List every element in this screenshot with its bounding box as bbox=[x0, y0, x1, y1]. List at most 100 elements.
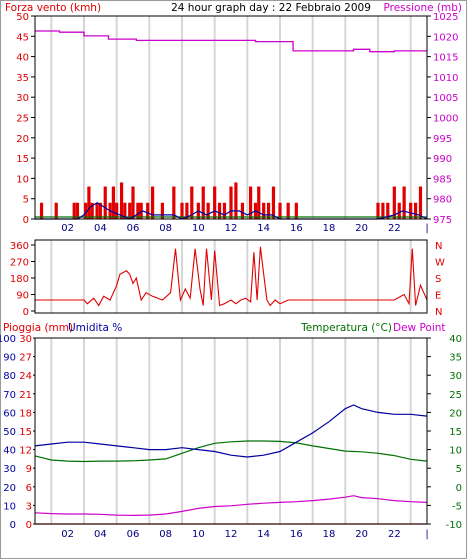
wind-gust-bar bbox=[262, 202, 266, 219]
wind-gust-bar bbox=[213, 186, 217, 219]
wind-gust-bar bbox=[418, 186, 423, 219]
temperature-tick-label: 15 bbox=[449, 427, 462, 438]
rain-tick-label: 6 bbox=[26, 483, 32, 494]
wind-gust-bar bbox=[180, 202, 184, 219]
humidity-tick-label: 50 bbox=[3, 427, 16, 438]
wind-gust-bar bbox=[131, 186, 135, 219]
temperature-tick-label: 30 bbox=[449, 371, 462, 382]
wind-gust-bar bbox=[217, 202, 222, 219]
rain-tick-label: 27 bbox=[19, 353, 32, 364]
wind-gust-bar bbox=[151, 186, 155, 219]
pressure-tick-label: 985 bbox=[433, 174, 452, 185]
x-tick-label: 14 bbox=[257, 223, 270, 234]
wind-gust-bar bbox=[95, 202, 99, 219]
humidity-tick-label: 40 bbox=[3, 446, 16, 457]
humidity-tick-label: 20 bbox=[3, 483, 16, 494]
wind-gust-bar bbox=[172, 186, 176, 219]
x-tick-label: 02 bbox=[61, 223, 74, 234]
temperature-tick-label: -5 bbox=[452, 501, 462, 512]
temperature-tick-label: 40 bbox=[449, 334, 462, 345]
wind-gust-bar bbox=[222, 202, 227, 219]
x-tick-label: 18 bbox=[323, 223, 336, 234]
x-tick-label: 10 bbox=[192, 529, 205, 540]
humidity-tick-label: 100 bbox=[0, 334, 16, 345]
compass-label: E bbox=[435, 291, 441, 302]
temperature-tick-label: -10 bbox=[446, 520, 462, 531]
temperature-tick-label: 20 bbox=[449, 408, 462, 419]
pressure-tick-label: 1020 bbox=[433, 32, 458, 43]
compass-label: W bbox=[435, 258, 445, 269]
wind-axis-title: Forza vento (kmh) bbox=[5, 2, 101, 14]
wind-gust-bar bbox=[111, 186, 115, 219]
pressure-tick-label: 1010 bbox=[433, 73, 458, 84]
compass-label: N bbox=[435, 307, 442, 318]
pressure-tick-label: 990 bbox=[433, 154, 452, 165]
rain-tick-label: 3 bbox=[26, 501, 32, 512]
wind-gust-bar bbox=[278, 202, 282, 219]
x-tick-label: 04 bbox=[94, 529, 107, 540]
wind-gust-bar bbox=[257, 186, 261, 219]
rain-tick-label: 30 bbox=[19, 334, 32, 345]
pressure-tick-label: 1000 bbox=[433, 114, 458, 125]
wind-gust-bar bbox=[146, 202, 150, 219]
pressure-tick-label: 1005 bbox=[433, 93, 458, 104]
temperature-tick-label: 25 bbox=[449, 390, 462, 401]
wind-gust-bar bbox=[160, 202, 164, 219]
wind-gust-bar bbox=[87, 186, 91, 219]
humidity-tick-label: 30 bbox=[3, 464, 16, 475]
wind-gust-bar bbox=[294, 202, 298, 219]
wind-tick-label: 40 bbox=[16, 53, 29, 64]
rain-tick-label: 9 bbox=[26, 464, 32, 475]
pressure-tick-label: 975 bbox=[433, 215, 452, 226]
x-tick-label: 14 bbox=[257, 529, 270, 540]
pressure-tick-label: 980 bbox=[433, 195, 452, 206]
temperature-tick-label: 0 bbox=[456, 483, 462, 494]
x-tick-label: 04 bbox=[94, 223, 107, 234]
wind-tick-label: 25 bbox=[16, 114, 29, 125]
pressure-tick-label: 995 bbox=[433, 134, 452, 145]
x-tick-label: 22 bbox=[388, 529, 401, 540]
wind-gust-bar bbox=[72, 202, 76, 219]
wind-gust-bar bbox=[409, 202, 413, 219]
humidity-tick-label: 0 bbox=[10, 520, 16, 531]
wind-tick-label: 15 bbox=[16, 154, 29, 165]
wind-gust-bar bbox=[206, 202, 210, 219]
direction-tick-label: 270 bbox=[10, 258, 29, 269]
direction-tick-label: 90 bbox=[16, 291, 29, 302]
wind-gust-bar bbox=[240, 202, 245, 219]
wind-tick-label: 0 bbox=[23, 215, 29, 226]
wind-gust-bar bbox=[136, 202, 140, 219]
wind-tick-label: 45 bbox=[16, 32, 29, 43]
wind-gust-bar bbox=[119, 182, 124, 219]
wind-gust-bar bbox=[54, 202, 58, 219]
x-tick-label: 08 bbox=[159, 223, 172, 234]
x-tick-label: 02 bbox=[61, 529, 74, 540]
temperature-tick-label: 10 bbox=[449, 446, 462, 457]
temperature-tick-label: 5 bbox=[456, 464, 462, 475]
wind-gust-bar bbox=[201, 186, 205, 219]
pressure-line bbox=[35, 30, 427, 53]
direction-tick-label: 180 bbox=[10, 274, 29, 285]
dewpoint-axis-title: Dew Point bbox=[393, 322, 446, 334]
humidity-tick-label: 10 bbox=[3, 501, 16, 512]
wind-gust-bar bbox=[190, 186, 194, 219]
humidity-tick-label: 60 bbox=[3, 408, 16, 419]
wind-direction-frame bbox=[34, 239, 428, 314]
wind-gust-bar bbox=[98, 202, 102, 219]
wind-gust-bar bbox=[90, 202, 94, 219]
humidity-tick-label: 70 bbox=[3, 390, 16, 401]
rain-tick-label: 15 bbox=[19, 427, 32, 438]
x-tick-label: 16 bbox=[290, 529, 303, 540]
wind-gust-bar bbox=[123, 202, 127, 219]
direction-tick-label: 360 bbox=[10, 241, 29, 252]
wind-gust-bar bbox=[392, 186, 396, 219]
x-tick-label: 10 bbox=[192, 223, 205, 234]
wind-tick-label: 35 bbox=[16, 73, 29, 84]
wind-gust-bar bbox=[229, 186, 233, 219]
wind-gust-bar bbox=[234, 182, 238, 219]
wind-gust-bar bbox=[103, 186, 107, 219]
pressure-axis-title: Pressione (mb) bbox=[383, 2, 462, 14]
